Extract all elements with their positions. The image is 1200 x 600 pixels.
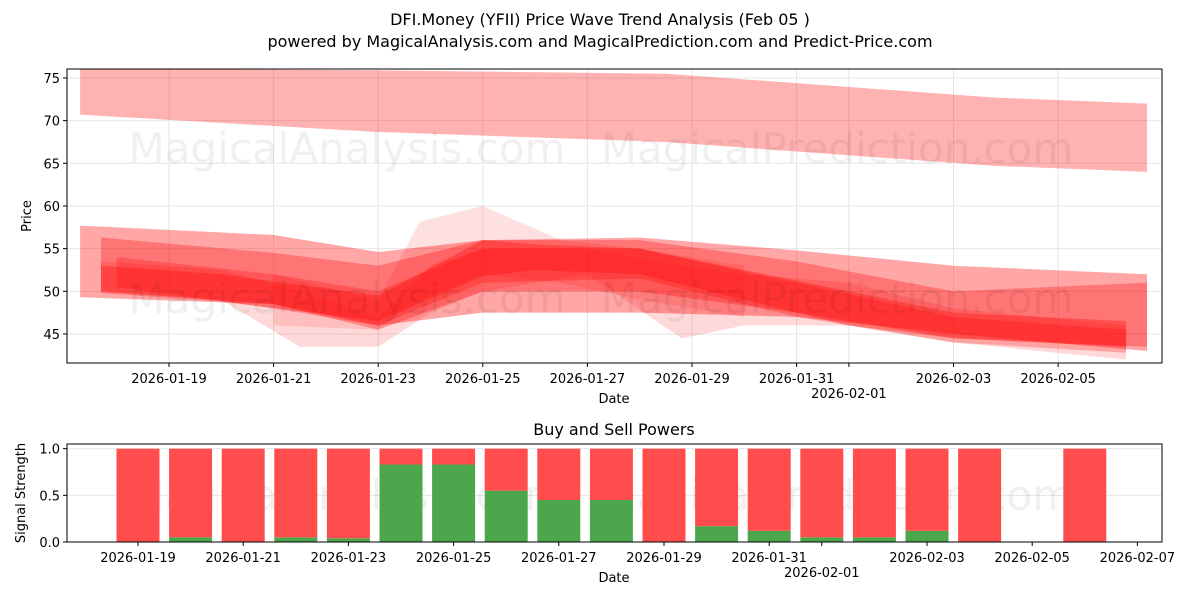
- buy-bar: [905, 530, 949, 542]
- y-tick-label: 0.5: [39, 489, 60, 504]
- x-tick-label: 2026-02-03: [889, 551, 965, 566]
- sell-bar: [221, 448, 265, 542]
- sell-bar: [958, 448, 1002, 542]
- y-tick-label: 50: [43, 285, 60, 300]
- bottom-title: Buy and Sell Powers: [533, 420, 695, 439]
- sell-bar: [905, 448, 949, 531]
- sell-bar: [169, 448, 213, 538]
- x-tick-label: 2026-01-19: [100, 551, 176, 566]
- price-wave-band: [101, 240, 1127, 347]
- watermark: MagicalPrediction.com: [601, 274, 1074, 323]
- plot-frame: [66, 443, 1163, 543]
- buy-bar: [537, 500, 581, 542]
- top-ylabel: Price: [20, 200, 35, 232]
- sell-bar: [800, 448, 844, 538]
- buy-bar: [484, 490, 528, 542]
- sell-bar: [537, 448, 581, 500]
- sell-bar: [589, 448, 633, 500]
- x-tick-label: 2026-01-27: [550, 372, 626, 387]
- x-tick-label: 2026-01-29: [626, 551, 702, 566]
- plot-frame: [66, 68, 1163, 364]
- sell-bar: [484, 448, 528, 491]
- chart-subtitle: powered by MagicalAnalysis.com and Magic…: [267, 32, 932, 51]
- x-tick-label: 2026-01-21: [236, 372, 312, 387]
- y-tick-label: 0.0: [39, 536, 60, 551]
- price-wave-band: [273, 205, 745, 330]
- y-tick-label: 45: [43, 328, 60, 343]
- price-wave-band: [101, 237, 1148, 347]
- sell-bar: [432, 448, 476, 465]
- y-tick-label: 55: [43, 243, 60, 258]
- buy-bar: [326, 538, 370, 542]
- bottom-ylabel: Signal Strength: [14, 443, 29, 543]
- sell-bar: [1063, 448, 1107, 542]
- x-tick-label: 2026-02-05: [1020, 372, 1096, 387]
- y-tick-label: 1.0: [39, 443, 60, 458]
- price-wave-band: [80, 68, 1148, 172]
- x-tick-label: 2026-02-03: [916, 372, 992, 387]
- buy-bar: [169, 537, 213, 542]
- buy-bar: [432, 464, 476, 542]
- sell-bar: [116, 448, 160, 542]
- bottom-xlabel: Date: [598, 571, 629, 586]
- y-tick-label: 65: [43, 157, 60, 172]
- sell-bar: [747, 448, 791, 531]
- top-xlabel: Date: [598, 392, 629, 407]
- price-wave-band: [116, 248, 1127, 353]
- buy-bar: [695, 526, 739, 542]
- x-tick-label: 2026-01-25: [445, 372, 521, 387]
- sell-bar: [642, 448, 686, 542]
- buy-bar: [852, 537, 896, 542]
- watermark: MagicalAnalysis.com: [129, 274, 566, 323]
- x-tick-label: 2026-01-23: [340, 372, 416, 387]
- y-tick-label: 60: [43, 200, 60, 215]
- buy-bar: [274, 537, 318, 542]
- sell-bar: [852, 448, 896, 538]
- sell-bar: [695, 448, 739, 527]
- sell-bar: [326, 448, 370, 539]
- watermark: MagicalPrediction.com: [601, 124, 1074, 173]
- sell-bar: [379, 448, 423, 465]
- watermark: MagicalAnalysis.com: [129, 124, 566, 173]
- x-tick-label: 2026-01-19: [131, 372, 207, 387]
- sell-bar: [274, 448, 318, 538]
- x-tick-label: 2026-01-25: [416, 551, 492, 566]
- x-tick-label: 2026-01-23: [311, 551, 387, 566]
- y-tick-label: 70: [43, 115, 60, 130]
- x-tick-label: 2026-01-29: [654, 372, 730, 387]
- buy-bar: [589, 500, 633, 542]
- buy-bar: [800, 537, 844, 542]
- price-wave-band: [80, 225, 1148, 352]
- x-tick-label: 2026-01-21: [205, 551, 281, 566]
- x-tick-label: 2026-02-05: [994, 551, 1070, 566]
- buy-bar: [379, 464, 423, 542]
- x-tick-label: 2026-02-01: [784, 566, 860, 581]
- buy-bar: [747, 530, 791, 542]
- price-wave-band: [101, 248, 1127, 360]
- x-tick-label: 2026-02-07: [1100, 551, 1176, 566]
- x-tick-label: 2026-01-31: [731, 551, 807, 566]
- x-tick-label: 2026-01-31: [759, 372, 835, 387]
- chart-title: DFI.Money (YFII) Price Wave Trend Analys…: [390, 10, 810, 29]
- x-tick-label: 2026-02-01: [811, 387, 887, 402]
- x-tick-label: 2026-01-27: [521, 551, 597, 566]
- y-tick-label: 75: [43, 72, 60, 87]
